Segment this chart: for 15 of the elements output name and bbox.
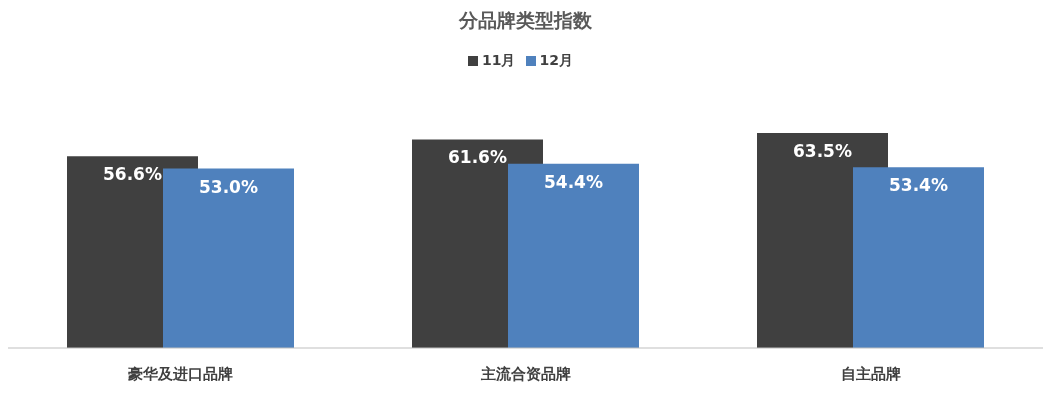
bar — [508, 163, 639, 348]
x-tick-label: 主流合资品牌 — [479, 364, 571, 383]
x-tick-label: 豪华及进口品牌 — [127, 364, 233, 383]
data-label: 56.6% — [103, 164, 162, 185]
bar — [163, 168, 294, 348]
data-label: 54.4% — [544, 171, 603, 192]
x-tick-label: 自主品牌 — [840, 364, 901, 383]
data-label: 53.0% — [199, 176, 258, 197]
bar — [853, 167, 984, 348]
data-label: 53.4% — [889, 175, 948, 196]
data-label: 63.5% — [793, 141, 852, 161]
legend-label: 11月 — [482, 52, 516, 68]
legend-label: 12月 — [539, 52, 573, 68]
data-label: 61.6% — [448, 147, 507, 168]
chart-title: 分品牌类型指数 — [458, 8, 593, 33]
